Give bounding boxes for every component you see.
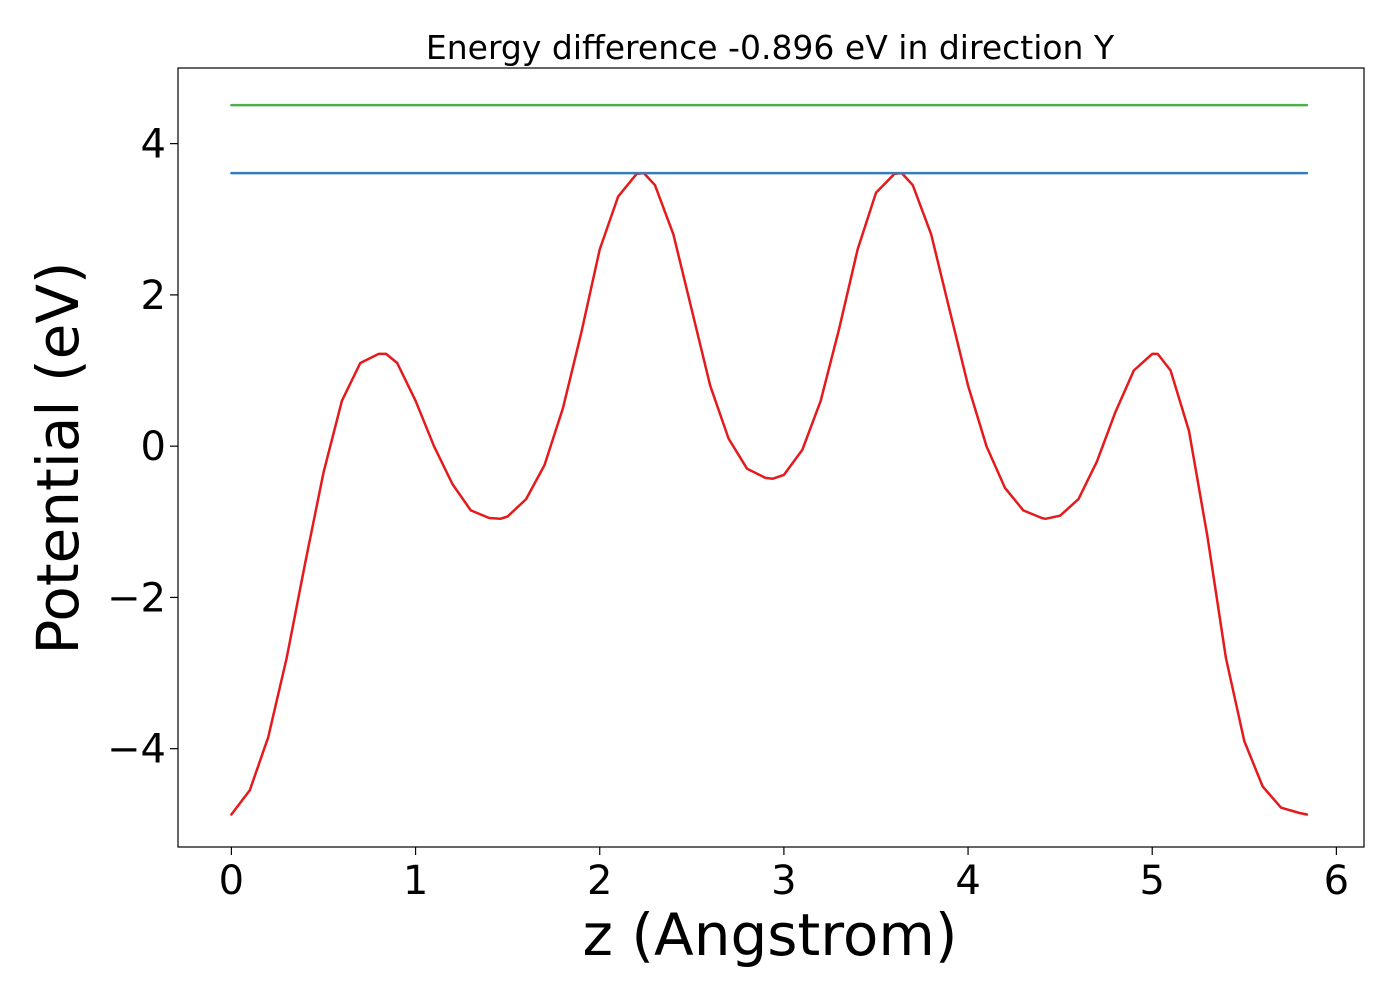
series-line-1 xyxy=(230,171,1309,816)
x-tick-label: 0 xyxy=(219,858,244,904)
x-tick-label: 4 xyxy=(955,858,980,904)
x-tick-label: 1 xyxy=(403,858,428,904)
x-axis-ticks: 0 1 2 3 4 5 6 xyxy=(219,847,1349,904)
x-tick-label: 3 xyxy=(771,858,796,904)
y-tick-label: −2 xyxy=(107,575,166,621)
x-tick-label: 6 xyxy=(1324,858,1349,904)
y-tick-label: 0 xyxy=(141,424,166,470)
y-tick-label: 2 xyxy=(141,273,166,319)
series-layer xyxy=(230,103,1309,816)
plot-frame xyxy=(177,67,1365,848)
x-tick-label: 5 xyxy=(1139,858,1164,904)
y-tick-label: −4 xyxy=(107,727,166,773)
y-axis-ticks: −4 −2 0 2 4 xyxy=(107,122,178,773)
y-axis-title: Potential (eV) xyxy=(24,261,92,654)
chart-title: Energy difference -0.896 eV in direction… xyxy=(426,28,1115,67)
x-tick-label: 2 xyxy=(587,858,612,904)
x-axis-title: z (Angstrom) xyxy=(583,901,958,969)
y-tick-label: 4 xyxy=(141,122,166,168)
